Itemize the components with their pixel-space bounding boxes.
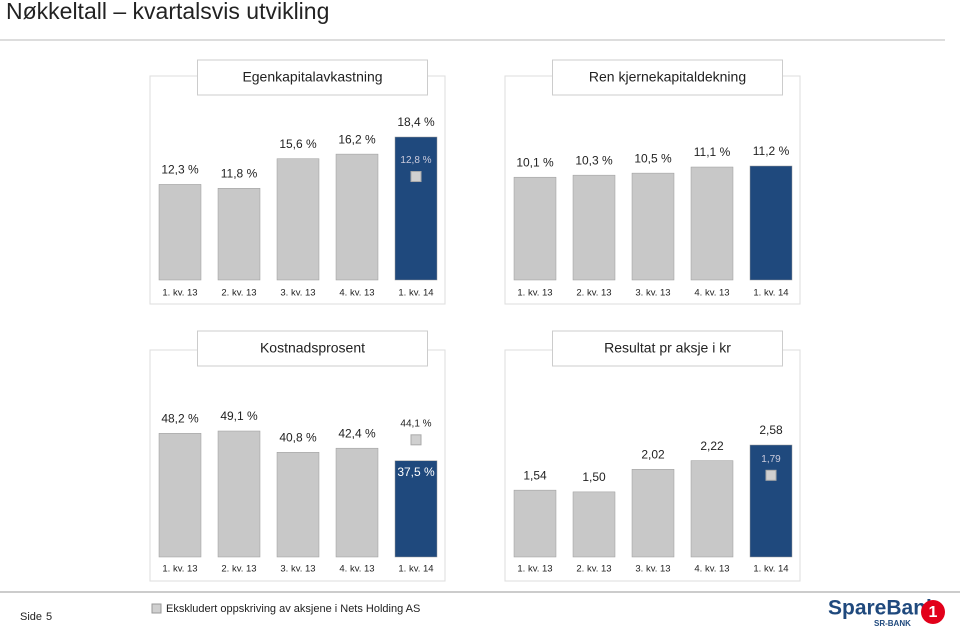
value-label: 2,22 <box>700 439 724 453</box>
x-tick-label: 1. kv. 13 <box>162 288 197 299</box>
x-tick-label: 4. kv. 13 <box>694 288 729 299</box>
legend-swatch <box>151 603 162 614</box>
adjusted-marker <box>765 469 777 481</box>
bar <box>749 165 793 281</box>
x-tick-label: 3. kv. 13 <box>280 288 315 299</box>
logo-circle <box>921 600 945 624</box>
x-tick-label: 3. kv. 13 <box>635 564 670 575</box>
value-label: 15,6 % <box>279 137 317 151</box>
x-tick-label: 1. kv. 13 <box>517 564 552 575</box>
bar <box>690 166 734 281</box>
x-tick-label: 3. kv. 13 <box>280 564 315 575</box>
value-label: 11,8 % <box>221 166 258 180</box>
value-label: 10,1 % <box>516 155 554 169</box>
x-tick-label: 2. kv. 13 <box>221 288 256 299</box>
value-label: 48,2 % <box>161 411 199 425</box>
page-title: Nøkkeltall – kvartalsvis utvikling <box>6 0 329 24</box>
x-tick-label: 1. kv. 14 <box>398 288 433 299</box>
chart-title-box <box>197 330 428 367</box>
bar <box>276 452 320 558</box>
bar <box>158 184 202 281</box>
value-label: 18,4 % <box>397 115 435 129</box>
x-tick-label: 2. kv. 13 <box>221 564 256 575</box>
bar <box>631 469 675 558</box>
bar <box>217 430 261 558</box>
chart-title: Resultat pr aksje i kr <box>604 340 731 356</box>
chart-title-box <box>552 59 783 96</box>
value-label: 49,1 % <box>220 409 258 423</box>
bar <box>749 444 793 558</box>
logo-mark: 1 <box>929 604 938 621</box>
value-label: 1,54 <box>523 468 547 482</box>
page-number: 5 <box>46 611 52 623</box>
bar <box>394 460 438 558</box>
bar <box>335 153 379 281</box>
logo: SpareBank <box>828 597 938 620</box>
x-tick-label: 2. kv. 13 <box>576 564 611 575</box>
x-tick-label: 1. kv. 14 <box>753 288 788 299</box>
x-tick-label: 4. kv. 13 <box>339 564 374 575</box>
value-label: 37,5 % <box>397 465 435 479</box>
bar <box>690 460 734 558</box>
value-label: 16,2 % <box>338 132 376 146</box>
adjusted-marker <box>410 171 422 183</box>
value-label: 10,5 % <box>634 151 672 165</box>
logo-sub: SR-BANK <box>874 619 911 628</box>
value-label: 2,58 <box>759 423 783 437</box>
value-label: 12,3 % <box>161 163 199 177</box>
value-label: 1,50 <box>582 470 606 484</box>
value-label: 10,3 % <box>575 153 613 167</box>
x-tick-label: 1. kv. 14 <box>753 564 788 575</box>
adjusted-label: 1,79 <box>761 454 781 465</box>
chart-title: Ren kjernekapitaldekning <box>589 69 746 85</box>
adjusted-marker <box>410 434 422 446</box>
x-tick-label: 4. kv. 13 <box>339 288 374 299</box>
bar <box>158 433 202 558</box>
adjusted-label: 12,8 % <box>400 155 431 166</box>
value-label: 2,02 <box>641 447 665 461</box>
page-label: Side <box>20 611 42 623</box>
x-tick-label: 1. kv. 14 <box>398 564 433 575</box>
bar <box>276 158 320 281</box>
chart-title-box <box>552 330 783 367</box>
bar <box>394 136 438 281</box>
bar <box>572 491 616 558</box>
value-label: 11,1 % <box>694 145 731 159</box>
x-tick-label: 4. kv. 13 <box>694 564 729 575</box>
value-label: 42,4 % <box>338 426 376 440</box>
legend-label: Ekskludert oppskriving av aksjene i Nets… <box>166 603 420 615</box>
chart-title-box <box>197 59 428 96</box>
value-label: 40,8 % <box>279 430 317 444</box>
bar <box>335 447 379 558</box>
value-label: 11,2 % <box>753 144 790 158</box>
bar <box>572 174 616 281</box>
x-tick-label: 3. kv. 13 <box>635 288 670 299</box>
adjusted-label: 44,1 % <box>400 418 431 429</box>
x-tick-label: 2. kv. 13 <box>576 288 611 299</box>
chart-title: Egenkapitalavkastning <box>242 69 382 85</box>
chart-title: Kostnadsprosent <box>260 340 365 356</box>
bar <box>217 188 261 281</box>
bar <box>513 176 557 281</box>
bar <box>513 489 557 558</box>
bar <box>631 172 675 281</box>
x-tick-label: 1. kv. 13 <box>162 564 197 575</box>
x-tick-label: 1. kv. 13 <box>517 288 552 299</box>
